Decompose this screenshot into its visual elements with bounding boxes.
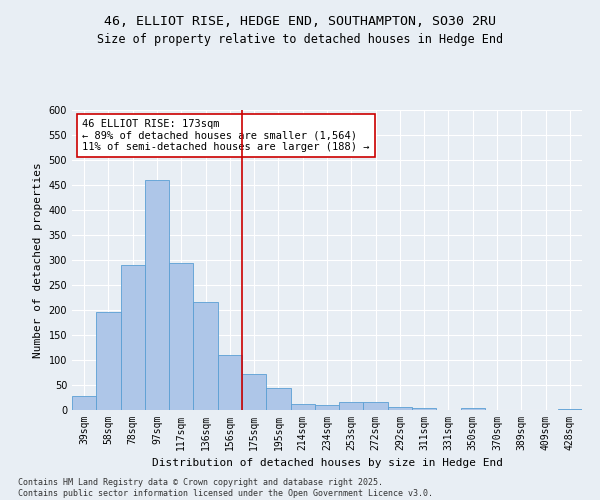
Bar bbox=[169, 262, 193, 410]
Bar bbox=[218, 355, 242, 410]
X-axis label: Distribution of detached houses by size in Hedge End: Distribution of detached houses by size … bbox=[151, 458, 503, 468]
Text: 46 ELLIOT RISE: 173sqm
← 89% of detached houses are smaller (1,564)
11% of semi-: 46 ELLIOT RISE: 173sqm ← 89% of detached… bbox=[82, 119, 370, 152]
Text: Size of property relative to detached houses in Hedge End: Size of property relative to detached ho… bbox=[97, 32, 503, 46]
Bar bbox=[242, 374, 266, 410]
Bar bbox=[461, 408, 485, 410]
Text: Contains HM Land Registry data © Crown copyright and database right 2025.
Contai: Contains HM Land Registry data © Crown c… bbox=[18, 478, 433, 498]
Bar bbox=[558, 409, 582, 410]
Bar bbox=[96, 312, 121, 410]
Y-axis label: Number of detached properties: Number of detached properties bbox=[33, 162, 43, 358]
Bar bbox=[193, 302, 218, 410]
Bar bbox=[412, 408, 436, 410]
Bar bbox=[339, 402, 364, 410]
Bar bbox=[364, 402, 388, 410]
Bar bbox=[266, 388, 290, 410]
Bar bbox=[290, 404, 315, 410]
Bar bbox=[315, 405, 339, 410]
Bar bbox=[121, 265, 145, 410]
Bar bbox=[72, 396, 96, 410]
Text: 46, ELLIOT RISE, HEDGE END, SOUTHAMPTON, SO30 2RU: 46, ELLIOT RISE, HEDGE END, SOUTHAMPTON,… bbox=[104, 15, 496, 28]
Bar bbox=[145, 180, 169, 410]
Bar bbox=[388, 406, 412, 410]
